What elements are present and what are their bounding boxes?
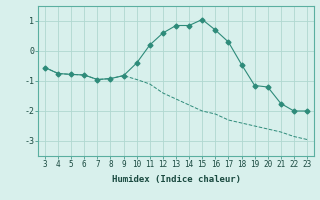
X-axis label: Humidex (Indice chaleur): Humidex (Indice chaleur) [111,175,241,184]
